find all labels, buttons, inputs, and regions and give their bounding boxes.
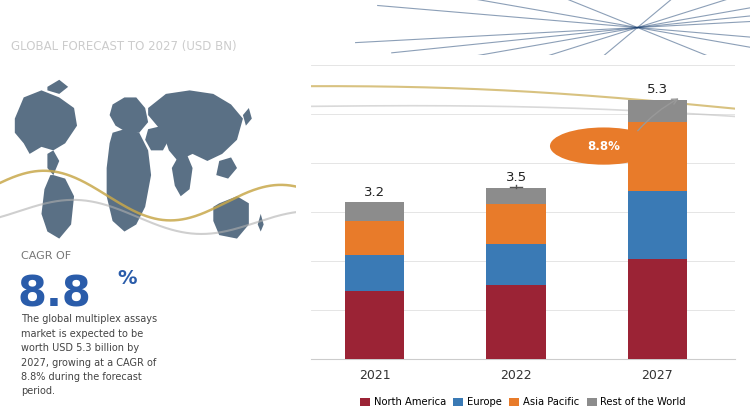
- Bar: [345, 255, 404, 291]
- Polygon shape: [216, 157, 237, 179]
- Text: 5.3: 5.3: [646, 83, 668, 96]
- Polygon shape: [243, 108, 252, 126]
- Bar: [628, 122, 687, 191]
- Text: GLOBAL FORECAST TO 2027 (USD BN): GLOBAL FORECAST TO 2027 (USD BN): [11, 40, 237, 53]
- Polygon shape: [41, 175, 74, 239]
- Polygon shape: [106, 129, 151, 232]
- Text: %: %: [117, 268, 136, 288]
- Bar: [487, 244, 546, 285]
- Bar: [487, 285, 546, 359]
- Polygon shape: [47, 80, 68, 94]
- Bar: [487, 204, 546, 244]
- Bar: [628, 259, 687, 359]
- Polygon shape: [47, 151, 59, 175]
- Polygon shape: [213, 196, 249, 239]
- Circle shape: [550, 127, 657, 165]
- Polygon shape: [258, 214, 264, 232]
- Polygon shape: [15, 90, 77, 154]
- Text: 3.2: 3.2: [364, 186, 386, 199]
- Bar: [628, 100, 687, 122]
- Text: The global multiplex assays
market is expected to be
worth USD 5.3 billion by
20: The global multiplex assays market is ex…: [21, 315, 157, 397]
- Text: 8.8: 8.8: [18, 274, 92, 316]
- Bar: [628, 191, 687, 259]
- Bar: [345, 222, 404, 255]
- Polygon shape: [110, 98, 148, 133]
- Polygon shape: [172, 154, 193, 196]
- Text: 3.5: 3.5: [506, 171, 526, 184]
- Text: MULTIPLEX ASSAYS MARKET: MULTIPLEX ASSAYS MARKET: [11, 16, 319, 34]
- Legend: North America, Europe, Asia Pacific, Rest of the World: North America, Europe, Asia Pacific, Res…: [356, 393, 690, 408]
- Text: 8.8%: 8.8%: [587, 140, 620, 153]
- Bar: [345, 202, 404, 222]
- Bar: [345, 291, 404, 359]
- Polygon shape: [146, 126, 169, 151]
- Text: CAGR OF: CAGR OF: [21, 251, 70, 261]
- Bar: [487, 188, 546, 204]
- Polygon shape: [148, 90, 243, 161]
